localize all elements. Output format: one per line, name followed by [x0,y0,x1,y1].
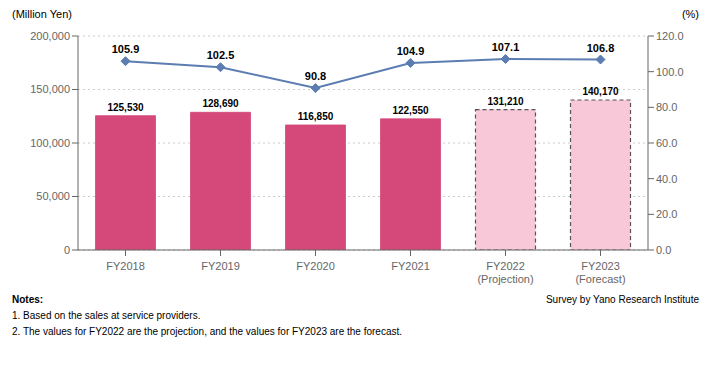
svg-text:90.8: 90.8 [305,70,326,82]
svg-text:200,000: 200,000 [30,30,70,42]
svg-text:40.0: 40.0 [656,173,677,185]
svg-text:125,530: 125,530 [107,102,144,113]
svg-text:122,550: 122,550 [392,105,429,116]
svg-text:0.0: 0.0 [656,244,671,256]
svg-text:102.5: 102.5 [207,49,235,61]
svg-text:150,000: 150,000 [30,83,70,95]
svg-text:100.0: 100.0 [656,66,684,78]
svg-text:106.8: 106.8 [587,42,615,54]
svg-text:FY2019: FY2019 [201,260,240,272]
svg-text:131,210: 131,210 [487,96,524,107]
svg-text:FY2020: FY2020 [296,260,335,272]
svg-text:50,000: 50,000 [36,190,70,202]
svg-text:128,690: 128,690 [202,98,239,109]
svg-text:FY2018: FY2018 [106,260,145,272]
svg-text:FY2023(Forecast): FY2023(Forecast) [575,260,625,285]
html-text:Survey by Yano Research Instit: Survey by Yano Research Institute [546,294,699,305]
svg-text:104.9: 104.9 [397,45,425,57]
svg-text:100,000: 100,000 [30,137,70,149]
svg-text:FY2021: FY2021 [391,260,430,272]
html-text:1. Based on the sales at servi: 1. Based on the sales at service provide… [12,310,201,321]
svg-text:60.0: 60.0 [656,137,677,149]
svg-text:105.9: 105.9 [112,43,140,55]
svg-text:116,850: 116,850 [298,111,334,122]
svg-text:120.0: 120.0 [656,30,684,42]
svg-text:20.0: 20.0 [656,208,677,220]
svg-text:0: 0 [64,244,70,256]
html-text:(Million Yen): (Million Yen) [12,8,72,20]
svg-text:107.1: 107.1 [492,41,520,53]
html-text:2. The values for FY2022 are t: 2. The values for FY2022 are the project… [12,326,403,337]
svg-text:140,170: 140,170 [582,86,619,97]
svg-text:80.0: 80.0 [656,101,677,113]
html-text:Notes:: Notes: [12,294,44,305]
svg-text:FY2022(Projection): FY2022(Projection) [477,260,533,285]
